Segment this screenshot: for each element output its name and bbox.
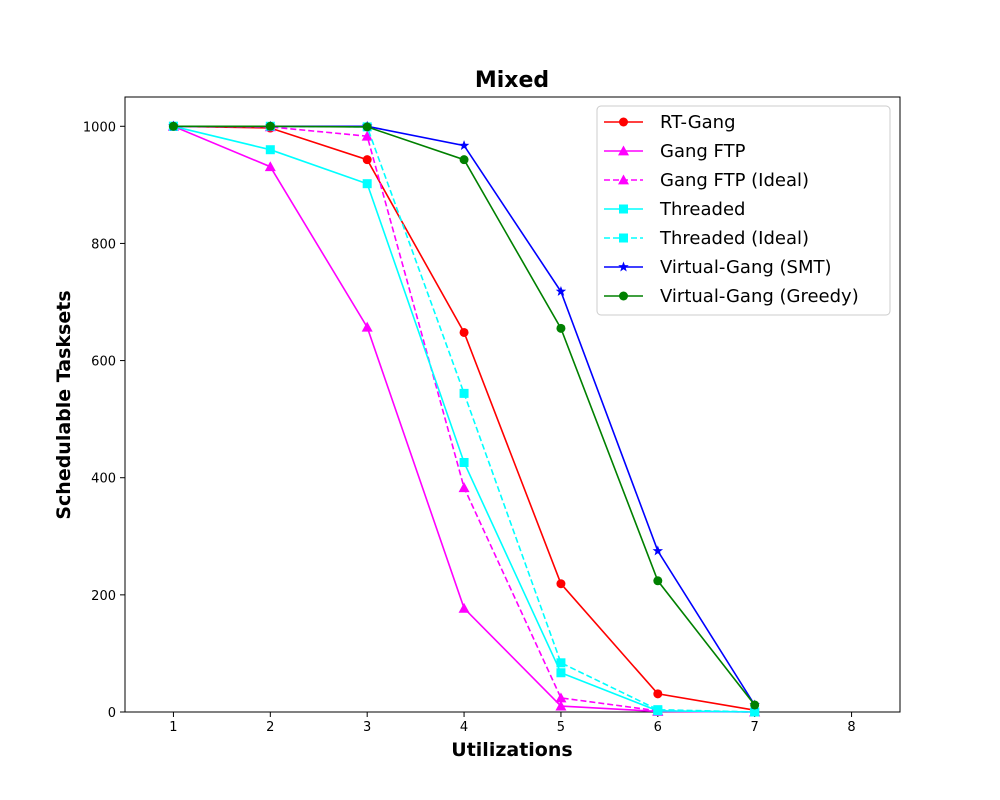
legend-box xyxy=(596,105,891,316)
data-point xyxy=(556,668,566,678)
legend-label: Threaded xyxy=(659,199,745,220)
data-point xyxy=(555,700,567,711)
data-point xyxy=(556,579,566,589)
data-point xyxy=(361,130,373,141)
y-tick-label: 400 xyxy=(91,472,116,487)
data-point xyxy=(265,121,275,131)
y-axis-title: Schedulable Tasksets xyxy=(53,290,75,519)
data-point xyxy=(653,576,663,586)
y-tick-label: 600 xyxy=(91,355,116,370)
x-tick-label: 8 xyxy=(847,720,855,735)
legend-label: Gang FTP xyxy=(660,141,746,162)
x-tick-label: 3 xyxy=(363,720,371,735)
legend: RT-Gang Gang FTP Gang FTP (Ideal) Threaded T… xyxy=(596,105,891,316)
data-point xyxy=(458,482,470,493)
data-point xyxy=(168,121,178,131)
data-point xyxy=(459,388,469,398)
plot-area xyxy=(124,96,901,713)
data-point xyxy=(459,327,469,337)
data-point xyxy=(362,179,372,189)
data-point xyxy=(652,545,664,556)
legend-label: Virtual-Gang (SMT) xyxy=(660,257,832,278)
data-point xyxy=(265,145,275,155)
data-point xyxy=(555,285,567,296)
data-point xyxy=(750,700,760,710)
x-tick-label: 1 xyxy=(169,720,177,735)
y-axis: 0 200 400 600 800 1000 xyxy=(83,120,125,721)
legend-marker xyxy=(618,261,629,272)
legend-label: RT-Gang xyxy=(660,112,736,133)
x-tick-label: 7 xyxy=(751,720,759,735)
x-tick-label: 6 xyxy=(654,720,662,735)
legend-label: Gang FTP (Ideal) xyxy=(660,170,809,191)
y-tick-label: 200 xyxy=(91,589,116,604)
x-tick-label: 4 xyxy=(460,720,468,735)
series-7 xyxy=(168,121,760,710)
data-point xyxy=(361,321,373,332)
legend-marker xyxy=(618,145,629,156)
data-point xyxy=(264,161,276,172)
legend-label: Threaded (Ideal) xyxy=(659,228,809,249)
y-tick-label: 1000 xyxy=(83,120,116,135)
legend-marker xyxy=(619,291,628,301)
x-axis: 1 2 3 4 5 6 7 8 xyxy=(169,712,856,735)
legend-label: Virtual-Gang (Greedy) xyxy=(660,286,859,307)
x-tick-label: 5 xyxy=(557,720,565,735)
data-point xyxy=(459,155,469,165)
data-point xyxy=(653,689,663,699)
series-layer xyxy=(167,120,761,717)
legend-marker xyxy=(619,117,628,127)
legend-marker xyxy=(619,204,628,214)
data-point xyxy=(556,323,566,333)
y-tick-label: 0 xyxy=(108,706,116,721)
data-point xyxy=(653,705,663,715)
legend-marker xyxy=(619,233,628,243)
legend-marker xyxy=(618,174,629,185)
data-point xyxy=(750,707,760,717)
data-point xyxy=(458,140,470,151)
data-point xyxy=(459,457,469,467)
data-point xyxy=(362,122,372,132)
x-tick-label: 2 xyxy=(266,720,274,735)
data-point xyxy=(362,155,372,165)
y-tick-label: 800 xyxy=(91,237,116,252)
data-point xyxy=(555,692,567,703)
chart-title: Mixed xyxy=(475,68,549,93)
data-point xyxy=(458,602,470,613)
x-axis-title: Utilizations xyxy=(451,739,572,761)
data-point xyxy=(556,658,566,668)
